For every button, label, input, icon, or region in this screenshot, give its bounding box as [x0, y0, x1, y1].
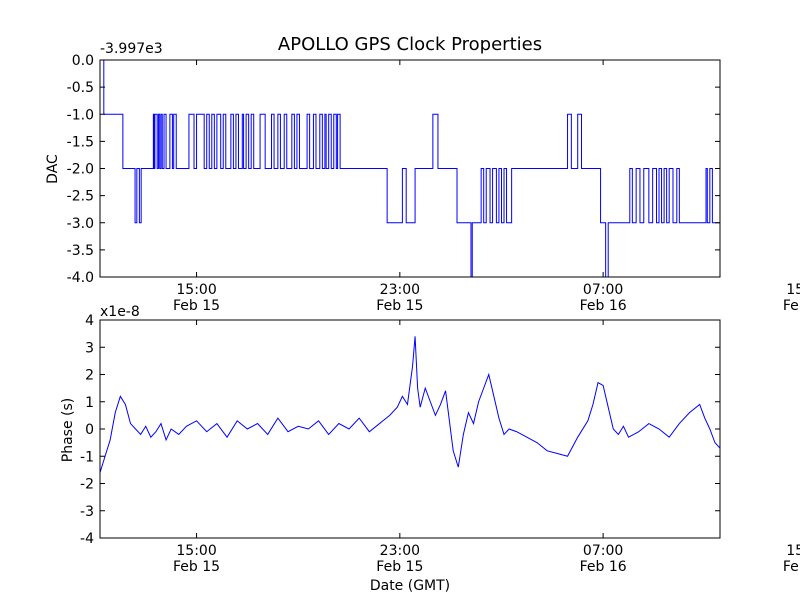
- dac-y-tick-label: -3.0: [67, 216, 94, 232]
- phase-x-tick-time: 07:00: [583, 543, 623, 559]
- phase-series-line: [99, 336, 721, 473]
- phase-y-tick-label: -3: [80, 504, 94, 520]
- phase-y-tick-label: -1: [80, 449, 94, 465]
- dac-panel: -3.997e3 DAC 0.0 -0.5 -1.0 -1.5 -2.0 -2.5 -3.0…: [45, 41, 800, 314]
- dac-x-tick-time: 15:00: [176, 282, 216, 298]
- phase-y-tick-label: 0: [85, 422, 94, 438]
- dac-axes-frame: [99, 59, 721, 278]
- phase-y-tick-label: 2: [85, 368, 94, 384]
- x-axis-label: Date (GMT): [370, 578, 450, 594]
- dac-offset-label: -3.997e3: [100, 41, 163, 57]
- phase-x-tick-date: Feb 15: [376, 559, 423, 575]
- figure-title: APOLLO GPS Clock Properties: [278, 34, 542, 55]
- phase-axes-frame: [99, 319, 721, 539]
- dac-x-tick-time: 07:00: [583, 282, 623, 298]
- dac-x-tick-date: Feb 15: [376, 298, 423, 314]
- phase-y-tick-label: -2: [80, 477, 94, 493]
- phase-y-tick-label: 4: [85, 313, 94, 329]
- phase-y-tick-label: 3: [85, 340, 94, 356]
- dac-x-tick-date: Feb 15: [173, 298, 220, 314]
- dac-series-line: [100, 59, 721, 278]
- dac-y-tick-label: -0.5: [67, 80, 94, 96]
- phase-y-tick-label: 1: [85, 395, 94, 411]
- dac-x-tick-time: 15:00: [786, 282, 800, 298]
- dac-x-tick-time: 23:00: [380, 282, 420, 298]
- phase-x-tick-time: 15:00: [786, 543, 800, 559]
- phase-y-tick-label: -4: [80, 531, 94, 547]
- phase-x-tick-date: Feb 16: [783, 559, 800, 575]
- dac-x-tick-date: Feb 16: [580, 298, 627, 314]
- phase-y-axis-label: Phase (s): [60, 398, 76, 462]
- dac-y-tick-label: -1.5: [67, 134, 94, 150]
- dac-y-tick-label: -2.0: [67, 162, 94, 178]
- dac-y-tick-label: 0.0: [72, 53, 94, 69]
- phase-x-tick-time: 23:00: [380, 543, 420, 559]
- dac-y-tick-label: -2.5: [67, 189, 94, 205]
- phase-x-tick-date: Feb 16: [580, 559, 627, 575]
- dac-y-tick-label: -3.5: [67, 243, 94, 259]
- dac-y-tick-label: -1.0: [67, 107, 94, 123]
- dac-y-axis-label: DAC: [45, 154, 61, 184]
- phase-x-tick-time: 15:00: [176, 543, 216, 559]
- phase-offset-label: x1e-8: [100, 304, 140, 320]
- phase-x-tick-date: Feb 15: [173, 559, 220, 575]
- dac-x-tick-date: Feb 16: [783, 298, 800, 314]
- dac-y-tick-label: -4.0: [67, 270, 94, 286]
